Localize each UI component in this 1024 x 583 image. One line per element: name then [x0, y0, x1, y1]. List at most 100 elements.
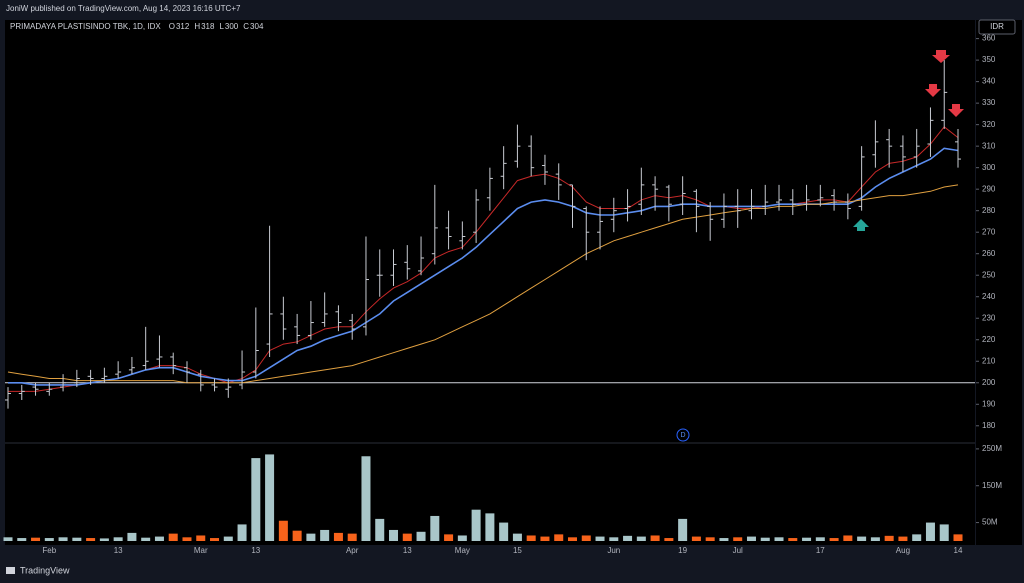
x-tick-label: Jun — [607, 546, 620, 555]
ohlc-bar — [473, 189, 480, 243]
ohlc-bar — [762, 184, 769, 215]
ohlc-bar — [225, 378, 232, 398]
x-tick-label: Feb — [42, 546, 56, 555]
brand: TradingView — [6, 565, 70, 575]
ohlc-bar — [197, 369, 204, 392]
volume-tick-label: 150M — [982, 481, 1002, 490]
ohlc-bar — [913, 128, 920, 168]
ohlc-bar — [569, 184, 576, 228]
ohlc-bar — [941, 60, 948, 129]
volume-bar — [375, 518, 385, 541]
volume-bar — [17, 538, 27, 541]
ohlc-bar — [720, 193, 727, 228]
ohlc-bar — [583, 206, 590, 261]
volume-bar — [691, 536, 701, 541]
volume-bar — [719, 538, 729, 541]
ohlc-bar — [486, 167, 493, 211]
plot-area — [5, 20, 975, 545]
volume-bar — [31, 537, 41, 541]
volume-bar — [196, 535, 206, 541]
ohlc-label: C — [243, 22, 249, 31]
volume-bar — [884, 535, 894, 541]
y-tick-label: 210 — [982, 356, 996, 365]
ohlc-bar — [115, 361, 122, 379]
signal-arrows — [853, 50, 964, 231]
volume-bar — [567, 537, 577, 541]
volume-bar — [168, 533, 178, 541]
y-tick-label: 240 — [982, 292, 996, 301]
volume-bar — [705, 537, 715, 541]
volume-bar — [485, 513, 495, 541]
volume-bar — [457, 535, 467, 541]
moving-average — [7, 184, 959, 384]
currency-box — [978, 19, 1016, 35]
volume-bar — [278, 520, 288, 541]
dividend-label: D — [680, 432, 685, 439]
volume-bar — [581, 535, 591, 541]
ohlc-bar — [294, 313, 301, 345]
volume-bar — [540, 536, 550, 541]
volume-tick-label: 50M — [982, 518, 998, 527]
y-tick-label: 230 — [982, 313, 996, 322]
ohlc-bar — [101, 367, 108, 383]
sell-arrow — [948, 104, 964, 117]
ohlc-bar — [87, 369, 94, 385]
volume-bar — [953, 534, 963, 541]
x-tick-label: 14 — [954, 546, 963, 555]
y-tick-label: 360 — [982, 34, 996, 43]
y-tick-label: 220 — [982, 335, 996, 344]
volume-bar — [389, 529, 399, 541]
publisher: JoniW published on TradingView.com, Aug … — [6, 4, 241, 13]
x-tick-label: 19 — [678, 546, 687, 555]
volume-bar — [499, 522, 509, 541]
y-tick-label: 310 — [982, 141, 996, 150]
volume-bar — [223, 536, 233, 541]
ohlc-bar — [652, 176, 659, 211]
ohlc-bar — [128, 356, 135, 375]
volume-bar — [678, 518, 688, 541]
currency: IDR — [990, 22, 1004, 31]
volume-bar — [788, 538, 798, 541]
dividend-marker[interactable] — [676, 428, 690, 442]
sell-arrow — [925, 84, 941, 97]
volume-bar — [595, 536, 605, 541]
ohlc-bar — [18, 384, 25, 400]
ohlc-bar — [32, 382, 39, 396]
ohlc-bar — [555, 163, 562, 200]
ohlc-value: 304 — [250, 22, 264, 31]
volume-bar — [402, 533, 412, 541]
volume-bar — [58, 537, 68, 541]
volume-bar — [44, 538, 54, 541]
ohlc-bar — [693, 189, 700, 233]
ohlc-bar — [665, 184, 672, 222]
volume-bar — [925, 522, 935, 541]
volume-bar — [829, 538, 839, 541]
volume-bar — [870, 537, 880, 541]
x-tick-label: May — [455, 546, 470, 555]
volume-bar — [113, 537, 123, 541]
volume-bar — [512, 533, 522, 541]
y-tick-label: 250 — [982, 270, 996, 279]
y-tick-label: 350 — [982, 55, 996, 64]
x-tick-label: 13 — [114, 546, 123, 555]
ohlc-bar — [445, 210, 452, 250]
y-tick-label: 260 — [982, 249, 996, 258]
ohlc-bar — [349, 313, 356, 340]
ohlc-bar — [803, 184, 810, 211]
volume-bar — [99, 538, 109, 541]
volume-bar — [86, 538, 96, 541]
ohlc-bar — [5, 387, 11, 409]
volume-bar — [320, 529, 330, 541]
volume-bar — [210, 538, 220, 541]
volume-bar — [664, 538, 674, 541]
ohlc-bar — [899, 135, 906, 172]
volume-bar — [444, 534, 454, 541]
x-tick-label: Jul — [733, 546, 743, 555]
ohlc-bar — [252, 307, 259, 379]
volume-bar — [526, 535, 536, 541]
x-tick-label: Apr — [346, 546, 359, 555]
ohlc-bar — [362, 236, 369, 336]
volume-bar — [292, 530, 302, 541]
volume-bar — [333, 532, 343, 541]
